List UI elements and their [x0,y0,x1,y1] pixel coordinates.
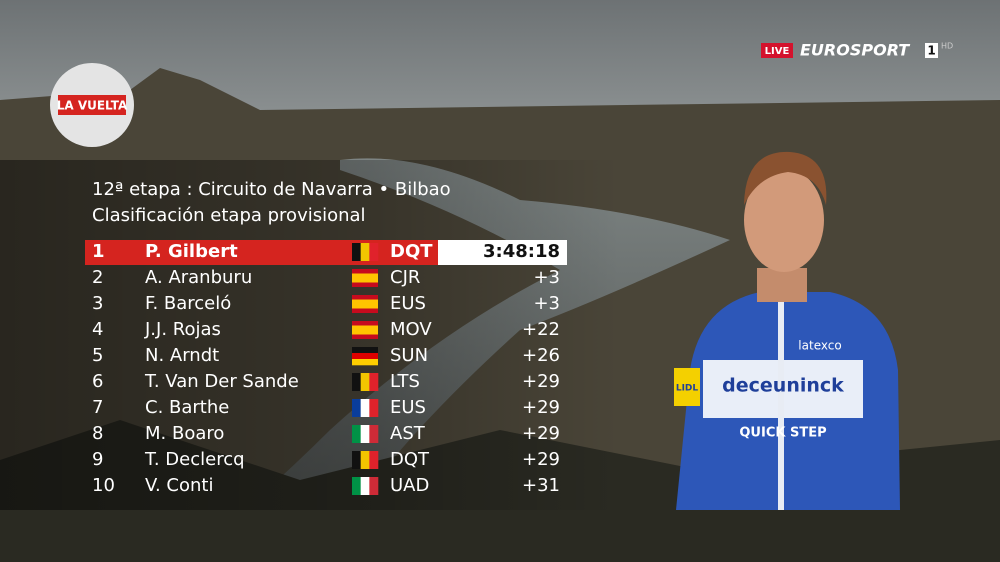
team-code: CJR [390,267,420,288]
hair [744,151,827,205]
channel-box [925,43,938,58]
team-code: DQT [390,449,430,470]
classification-title: Clasificación etapa provisional [92,205,366,226]
team-code: SUN [390,345,428,366]
flag-stripe [352,373,361,391]
rank: 6 [92,371,103,392]
time-gap: 3:48:18 [483,241,560,262]
rider-name: V. Conti [145,475,213,496]
channel-name: EUROSPORT [800,41,910,60]
rider: deceuninck QUICK STEP latexco LIDL [674,151,900,510]
flag-stripe [360,451,370,469]
rider-name: F. Barceló [145,293,231,314]
panel-shade [0,160,620,510]
time-gap: +31 [522,475,560,496]
team-code: AST [390,423,426,444]
flag-stripe [369,243,379,261]
team-code: MOV [390,319,432,340]
flag-stripe [352,399,361,417]
flag-stripe [360,399,370,417]
rank: 4 [92,319,103,340]
rank: 7 [92,397,103,418]
team-code: EUS [390,397,426,418]
channel-number: 1 [927,44,935,58]
flag-stripe [360,243,370,261]
flag-stripe [352,451,361,469]
hd-label: HD [941,42,953,51]
jersey-sleeve: latexco [798,339,841,353]
flag-stripe [352,325,378,335]
rider-name: J.J. Rojas [144,319,221,340]
rank: 8 [92,423,103,444]
flag-stripe [369,425,379,443]
logo-plate [58,95,126,115]
rank: 2 [92,267,103,288]
live-badge [761,43,793,58]
results-table: 1 P. Gilbert DQT 3:48:18 2 A. Aranburu CJR +3 3 F… [85,240,567,496]
time-gap: +22 [522,319,560,340]
rank: 1 [92,241,105,262]
rider-name: T. Declercq [144,449,245,470]
flag-stripe [352,299,378,309]
face [744,168,824,272]
flag-stripe [369,477,379,495]
jersey-sponsor: deceuninck [722,375,844,397]
rider-name: C. Barthe [145,397,229,418]
flag-stripe [352,353,378,360]
flag-stripe [352,359,378,366]
time-gap: +29 [522,371,560,392]
rider-name: A. Aranburu [145,267,252,288]
team-code: DQT [390,241,433,262]
rider-name: P. Gilbert [145,241,238,262]
flag-stripe [369,373,379,391]
zip [778,300,784,510]
lidl-patch [674,368,700,406]
flag-stripe [360,373,370,391]
jersey-team: QUICK STEP [739,426,826,441]
flag-stripe [352,477,361,495]
team-code: EUS [390,293,426,314]
flag-stripe [352,425,361,443]
jersey-side: LIDL [676,384,699,394]
rider-name: M. Boaro [145,423,224,444]
flag-stripe [369,399,379,417]
time-gap: +3 [533,293,560,314]
stage-title: 12ª etapa : Circuito de Navarra • Bilbao [92,179,451,200]
neck [757,268,807,302]
flag-stripe [352,243,361,261]
time-gap: +3 [533,267,560,288]
rider-name: T. Van Der Sande [144,371,299,392]
flag-stripe [360,477,370,495]
flag-stripe [360,425,370,443]
leader-bar [85,240,438,265]
live-label: LIVE [765,46,790,57]
team-code: LTS [390,371,420,392]
rider-name: N. Arndt [145,345,219,366]
flag-stripe [352,273,378,283]
time-gap: +29 [522,397,560,418]
rank: 3 [92,293,103,314]
time-gap: +29 [522,423,560,444]
time-gap: +26 [522,345,560,366]
flag-stripe [369,451,379,469]
time-gap: +29 [522,449,560,470]
rank: 5 [92,345,103,366]
rank: 10 [92,475,115,496]
logo: LA VUELTA [57,99,128,113]
leader-time-box [438,240,567,265]
flag-stripe [352,347,378,354]
rank: 9 [92,449,103,470]
team-code: UAD [390,475,429,496]
